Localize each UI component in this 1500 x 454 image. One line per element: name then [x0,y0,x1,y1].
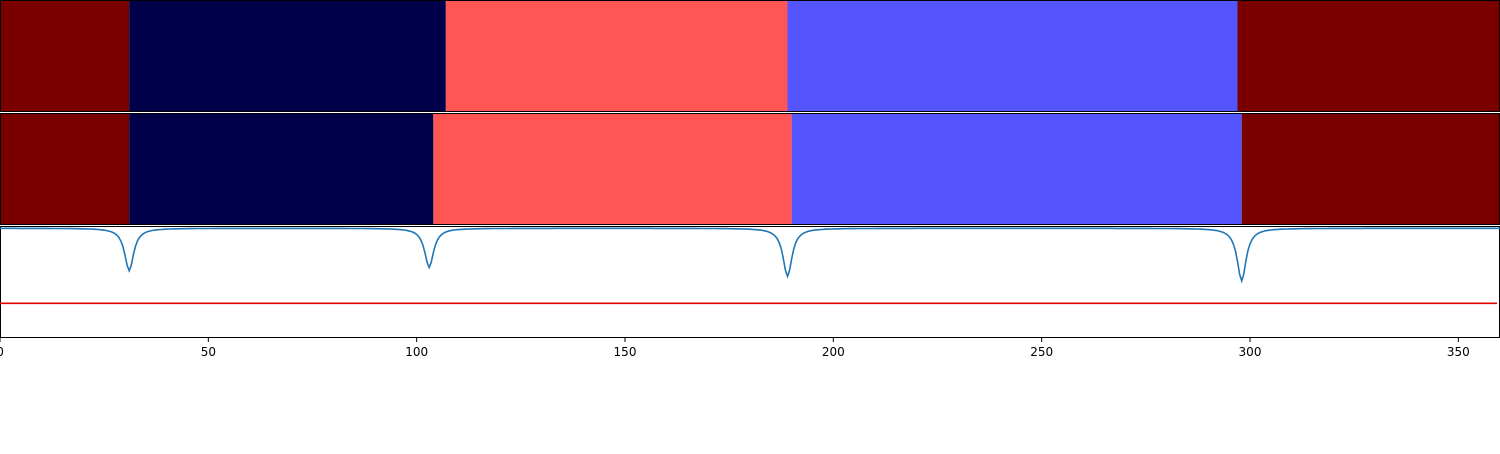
segment-bar [792,113,1242,225]
signal-panel [0,227,1500,338]
segment-bar [1238,0,1500,112]
segment-rows [0,0,1500,225]
segment-row-1 [0,0,1500,112]
x-tick-label: 250 [1030,345,1053,359]
x-tick-label: 150 [614,345,637,359]
segment-row-2 [0,113,1500,225]
segment-bar [129,113,433,225]
segment-bar [433,113,791,225]
x-tick-label: 200 [822,345,845,359]
segment-bar [129,0,446,112]
segment-bar [788,0,1238,112]
x-tick-label: 300 [1239,345,1262,359]
x-axis: 0 50 100 150 200 250 300 350 [0,338,1470,359]
x-tick-label: 100 [405,345,428,359]
segment-bar [446,0,788,112]
x-tick-label: 350 [1447,345,1470,359]
x-tick-label: 0 [0,345,4,359]
signal-frame [1,227,1500,338]
segment-bar [0,0,129,112]
x-tick-label: 50 [201,345,216,359]
segment-bar [1242,113,1500,225]
segment-bar [0,113,129,225]
